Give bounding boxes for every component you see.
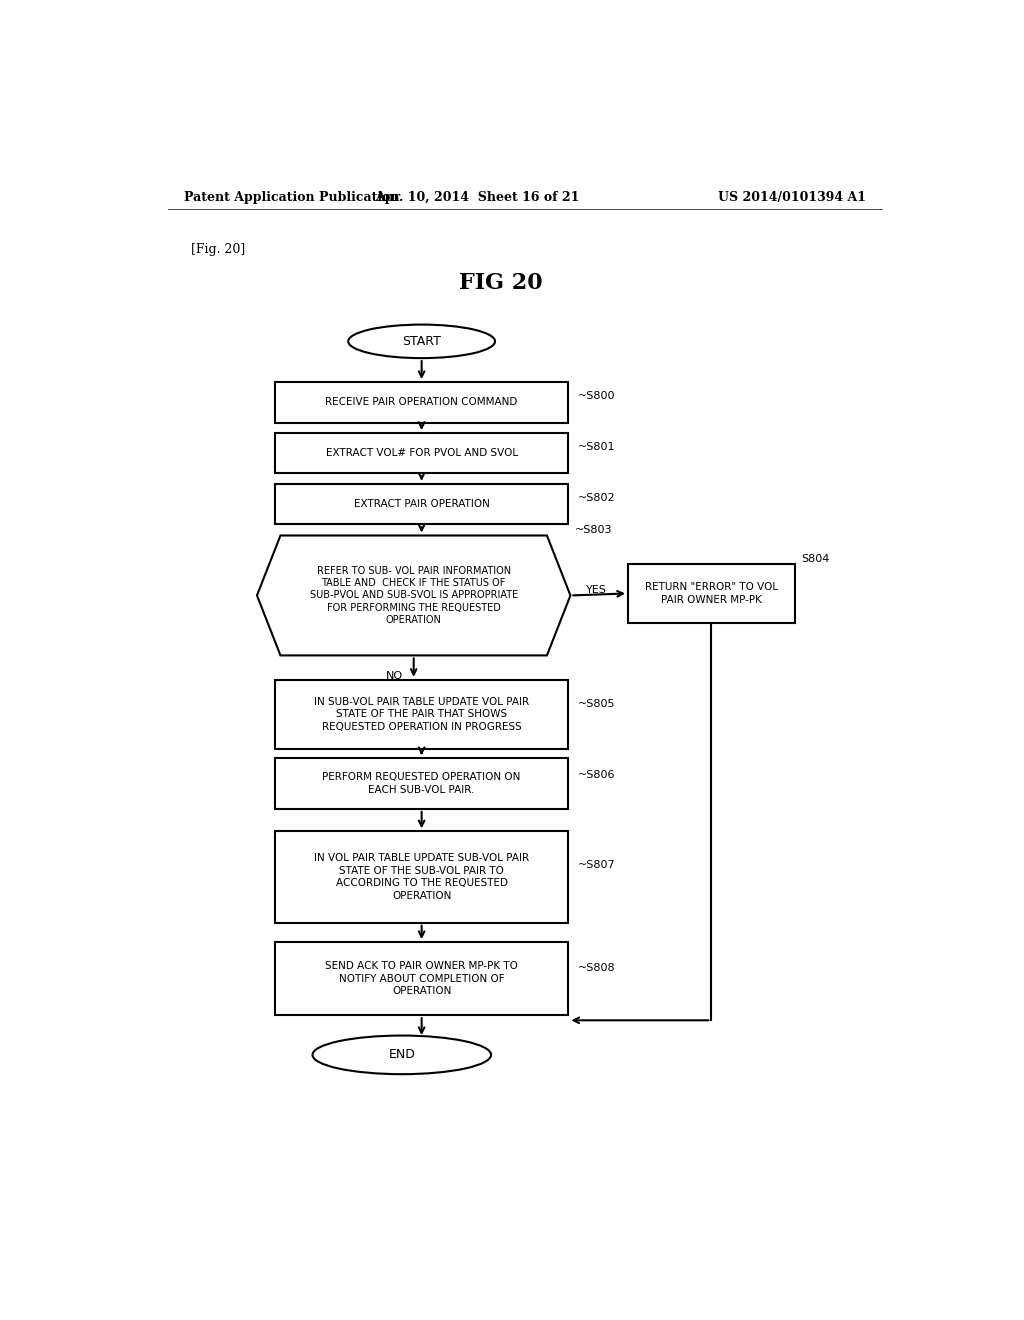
Text: [Fig. 20]: [Fig. 20]: [191, 243, 246, 256]
Text: RECEIVE PAIR OPERATION COMMAND: RECEIVE PAIR OPERATION COMMAND: [326, 397, 518, 408]
Text: ~S801: ~S801: [578, 442, 615, 451]
Text: IN SUB-VOL PAIR TABLE UPDATE VOL PAIR
STATE OF THE PAIR THAT SHOWS
REQUESTED OPE: IN SUB-VOL PAIR TABLE UPDATE VOL PAIR ST…: [314, 697, 529, 731]
Text: PERFORM REQUESTED OPERATION ON
EACH SUB-VOL PAIR.: PERFORM REQUESTED OPERATION ON EACH SUB-…: [323, 772, 521, 795]
Text: S804: S804: [801, 554, 829, 564]
Text: ~S807: ~S807: [578, 859, 615, 870]
Text: RETURN "ERROR" TO VOL
PAIR OWNER MP-PK: RETURN "ERROR" TO VOL PAIR OWNER MP-PK: [645, 582, 778, 605]
Text: YES: YES: [587, 585, 607, 595]
Text: Apr. 10, 2014  Sheet 16 of 21: Apr. 10, 2014 Sheet 16 of 21: [375, 190, 580, 203]
Text: START: START: [402, 335, 441, 348]
Text: EXTRACT PAIR OPERATION: EXTRACT PAIR OPERATION: [353, 499, 489, 510]
Text: ~S800: ~S800: [578, 391, 615, 401]
Text: NO: NO: [386, 671, 403, 681]
Text: ~S806: ~S806: [578, 771, 615, 780]
Text: REFER TO SUB- VOL PAIR INFORMATION
TABLE AND  CHECK IF THE STATUS OF
SUB-PVOL AN: REFER TO SUB- VOL PAIR INFORMATION TABLE…: [309, 566, 518, 626]
Text: FIG 20: FIG 20: [459, 272, 543, 294]
Text: ~S802: ~S802: [578, 492, 615, 503]
Text: ~S808: ~S808: [578, 964, 615, 973]
Text: EXTRACT VOL# FOR PVOL AND SVOL: EXTRACT VOL# FOR PVOL AND SVOL: [326, 449, 518, 458]
Text: IN VOL PAIR TABLE UPDATE SUB-VOL PAIR
STATE OF THE SUB-VOL PAIR TO
ACCORDING TO : IN VOL PAIR TABLE UPDATE SUB-VOL PAIR ST…: [314, 854, 529, 900]
Text: US 2014/0101394 A1: US 2014/0101394 A1: [718, 190, 866, 203]
Text: Patent Application Publication: Patent Application Publication: [183, 190, 399, 203]
Text: SEND ACK TO PAIR OWNER MP-PK TO
NOTIFY ABOUT COMPLETION OF
OPERATION: SEND ACK TO PAIR OWNER MP-PK TO NOTIFY A…: [326, 961, 518, 997]
Text: ~S803: ~S803: [574, 525, 612, 536]
Text: ~S805: ~S805: [578, 700, 615, 709]
Text: END: END: [388, 1048, 415, 1061]
